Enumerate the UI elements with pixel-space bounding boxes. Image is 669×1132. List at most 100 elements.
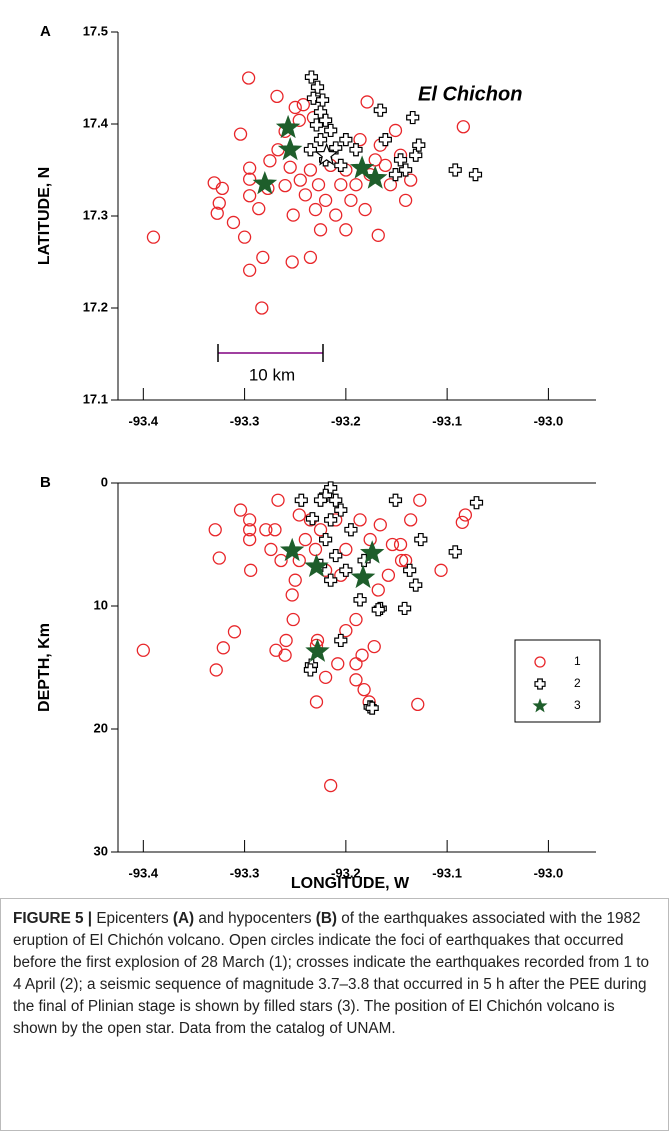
circle-marker <box>355 648 369 662</box>
legend-label: 3 <box>574 698 581 712</box>
circle-marker <box>353 132 367 147</box>
cross-marker <box>468 168 483 182</box>
star-marker <box>359 540 385 564</box>
panel-letter: B <box>40 474 51 491</box>
circle-marker <box>334 178 348 192</box>
cross-marker <box>303 143 318 157</box>
circle-marker <box>243 523 257 537</box>
star-marker <box>362 165 388 189</box>
y-axis-label: DEPTH, Km <box>36 623 53 712</box>
cross-marker <box>306 91 321 105</box>
cross-marker <box>412 138 426 152</box>
circle-marker <box>357 682 371 697</box>
circle-marker <box>243 172 257 186</box>
y-tick-label: 17.3 <box>83 207 108 222</box>
cross-marker <box>313 493 328 507</box>
circle-marker <box>233 127 248 141</box>
circle-marker <box>286 208 300 222</box>
legend-label: 1 <box>574 654 581 668</box>
circle-marker <box>394 553 409 568</box>
cross-marker <box>303 663 318 677</box>
circle-marker <box>227 625 242 639</box>
cross-marker <box>339 133 353 147</box>
circle-marker <box>283 160 297 174</box>
circle-marker <box>285 588 299 602</box>
circle-marker <box>383 178 398 192</box>
circle-marker <box>292 553 306 568</box>
caption-text: and hypocenters <box>194 910 316 927</box>
circle-marker <box>241 71 256 85</box>
circle-marker <box>353 513 367 527</box>
cross-marker <box>334 158 348 172</box>
circle-marker <box>293 173 307 187</box>
scale-bar-label: 10 km <box>249 365 295 384</box>
cross-marker <box>294 493 308 507</box>
cross-marker <box>448 545 462 559</box>
cross-marker <box>409 148 423 162</box>
star-marker <box>279 537 305 562</box>
circle-marker <box>303 250 318 265</box>
circle-marker <box>237 230 252 244</box>
circle-marker <box>279 633 293 648</box>
circle-marker <box>288 573 302 587</box>
circle-marker <box>146 230 161 244</box>
x-tick-label: -93.4 <box>128 865 158 880</box>
x-tick-label: -93.2 <box>331 865 361 880</box>
circle-marker <box>208 523 222 537</box>
circle-marker <box>256 250 270 265</box>
circle-marker <box>207 176 221 190</box>
circle-marker <box>255 301 269 315</box>
circle-marker <box>385 537 400 552</box>
cross-marker <box>315 93 330 107</box>
circle-marker <box>226 215 241 230</box>
caption: FIGURE 5 | Epicenters (A) and hypocenter… <box>0 898 669 1131</box>
star-marker <box>275 114 301 139</box>
x-tick-label: -93.1 <box>432 865 462 880</box>
circle-marker <box>259 523 273 537</box>
circle-marker <box>292 113 306 127</box>
circle-marker <box>313 223 328 237</box>
circle-marker <box>404 513 418 527</box>
star-marker <box>305 638 330 662</box>
circle-marker <box>311 178 326 192</box>
circle-marker <box>233 503 248 517</box>
circle-marker <box>381 568 396 582</box>
cross-marker <box>310 80 325 94</box>
circle-marker <box>371 228 385 242</box>
cross-marker <box>305 512 320 526</box>
circle-marker <box>388 123 403 138</box>
y-tick-label: 17.1 <box>83 391 108 406</box>
cross-marker <box>329 141 343 155</box>
cross-marker <box>403 563 417 577</box>
cross-marker <box>334 503 348 517</box>
figure: A 17.1 17.2 17.3 17.4 17.5 -93.4 -93.3 -93.2 -93.… <box>36 23 601 892</box>
circle-marker <box>363 532 377 547</box>
cross-marker <box>388 168 403 182</box>
circle-marker <box>349 612 363 627</box>
cross-marker <box>304 70 319 84</box>
circle-marker <box>271 143 285 157</box>
circle-marker <box>209 663 223 677</box>
star-marker <box>350 564 376 589</box>
circle-marker <box>411 697 425 712</box>
star-marker <box>349 155 375 179</box>
circle-marker <box>339 542 353 557</box>
circle-marker <box>215 181 229 196</box>
caption-text: (B) <box>315 910 337 927</box>
star-marker <box>252 170 278 195</box>
cross-marker <box>319 532 333 547</box>
cross-marker <box>309 118 324 132</box>
y-tick-label: 17.4 <box>83 115 109 130</box>
circle-marker <box>378 158 393 173</box>
circle-marker <box>243 161 257 175</box>
star-marker <box>532 698 548 713</box>
cross-marker <box>409 578 423 592</box>
circle-marker <box>244 563 258 577</box>
x-tick-label: -93.3 <box>230 413 260 428</box>
circle-marker <box>308 202 323 217</box>
caption-text: of the earthquakes associated with the 1… <box>13 910 649 1037</box>
circle-marker <box>393 537 408 552</box>
circle-marker <box>434 563 448 577</box>
cross-marker <box>448 163 462 177</box>
open-star-marker <box>314 142 339 166</box>
